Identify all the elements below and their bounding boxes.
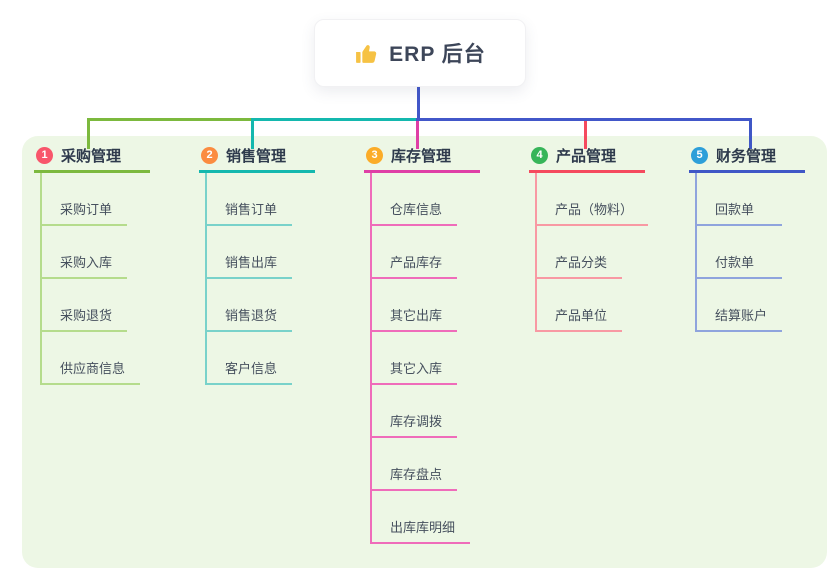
child-node[interactable]: 结算账户 [697,279,783,332]
child-node-label: 其它入库 [372,358,458,385]
branch-inventory: 3 库存管理 仓库信息 产品库存 其它出库 其它入库 库存调拨 库存盘点 出库库… [364,147,480,544]
branch-purchase-children: 采购订单 采购入库 采购退货 供应商信息 [40,173,141,385]
child-node-label: 其它出库 [372,305,458,332]
branch-purchase-title[interactable]: 1 采购管理 [34,147,150,173]
child-node[interactable]: 仓库信息 [372,173,470,226]
branch-label: 产品管理 [556,148,617,165]
child-node-label: 采购入库 [42,252,128,279]
badge-2-icon: 2 [201,147,218,164]
branch-label: 销售管理 [226,148,287,165]
root-title: ERP 后台 [389,43,486,66]
bus-segment-sales [251,118,418,121]
child-node-label: 付款单 [697,252,782,279]
child-node[interactable]: 供应商信息 [42,332,141,385]
child-node[interactable]: 采购退货 [42,279,140,332]
child-node-label: 库存盘点 [372,464,458,491]
child-node-label: 采购退货 [42,305,128,332]
child-node[interactable]: 产品（物料） [537,173,649,226]
badge-4-icon: 4 [531,147,548,164]
child-node-label: 采购订单 [42,199,128,226]
child-node-label: 库存调拨 [372,411,458,438]
child-node[interactable]: 回款单 [697,173,782,226]
branch-product-title[interactable]: 4 产品管理 [529,147,645,173]
child-node-label: 供应商信息 [42,358,141,385]
stub-product [584,121,587,149]
child-node[interactable]: 其它入库 [372,332,470,385]
stub-finance [749,118,752,149]
child-node-label: 销售出库 [207,252,293,279]
branch-finance-title[interactable]: 5 财务管理 [689,147,805,173]
branch-product: 4 产品管理 产品（物料） 产品分类 产品单位 [529,147,649,332]
badge-3-icon: 3 [366,147,383,164]
thumbs-up-icon [354,41,379,66]
child-node-label: 出库库明细 [372,517,471,544]
child-node-label: 销售退货 [207,305,293,332]
branch-sales-title[interactable]: 2 销售管理 [199,147,315,173]
root-connector [417,84,420,119]
branch-label: 库存管理 [391,148,452,165]
branch-inventory-title[interactable]: 3 库存管理 [364,147,480,173]
child-node-label: 仓库信息 [372,199,458,226]
stub-sales [251,118,254,149]
stub-purchase [87,118,90,149]
branch-finance-children: 回款单 付款单 结算账户 [695,173,783,332]
child-node[interactable]: 采购入库 [42,226,140,279]
branch-label: 采购管理 [61,148,122,165]
badge-1-icon: 1 [36,147,53,164]
child-node-label: 产品分类 [537,252,623,279]
branch-sales-children: 销售订单 销售出库 销售退货 客户信息 [205,173,293,385]
branches-panel [22,136,827,568]
child-node[interactable]: 产品单位 [537,279,648,332]
child-node-label: 客户信息 [207,358,293,385]
child-node[interactable]: 销售出库 [207,226,293,279]
child-node[interactable]: 销售退货 [207,279,293,332]
stub-inventory [416,121,419,149]
bus-segment-finance [416,118,752,121]
branch-label: 财务管理 [716,148,777,165]
child-node[interactable]: 销售订单 [207,173,293,226]
root-node[interactable]: ERP 后台 [314,19,526,87]
child-node[interactable]: 采购订单 [42,173,140,226]
child-node[interactable]: 付款单 [697,226,782,279]
child-node-label: 产品（物料） [537,199,649,226]
child-node[interactable]: 其它出库 [372,279,470,332]
badge-5-icon: 5 [691,147,708,164]
child-node-label: 销售订单 [207,199,293,226]
child-node[interactable]: 产品库存 [372,226,470,279]
bus-segment-purchase [87,118,253,121]
child-node-label: 回款单 [697,199,782,226]
child-node[interactable]: 产品分类 [537,226,648,279]
child-node[interactable]: 库存盘点 [372,438,470,491]
branch-sales: 2 销售管理 销售订单 销售出库 销售退货 客户信息 [199,147,315,385]
branch-purchase: 1 采购管理 采购订单 采购入库 采购退货 供应商信息 [34,147,150,385]
branch-finance: 5 财务管理 回款单 付款单 结算账户 [689,147,805,332]
child-node-label: 产品库存 [372,252,458,279]
child-node[interactable]: 客户信息 [207,332,293,385]
child-node[interactable]: 出库库明细 [372,491,471,544]
child-node-label: 产品单位 [537,305,623,332]
child-node-label: 结算账户 [697,305,783,332]
branch-inventory-children: 仓库信息 产品库存 其它出库 其它入库 库存调拨 库存盘点 出库库明细 [370,173,471,544]
branch-product-children: 产品（物料） 产品分类 产品单位 [535,173,649,332]
child-node[interactable]: 库存调拨 [372,385,470,438]
